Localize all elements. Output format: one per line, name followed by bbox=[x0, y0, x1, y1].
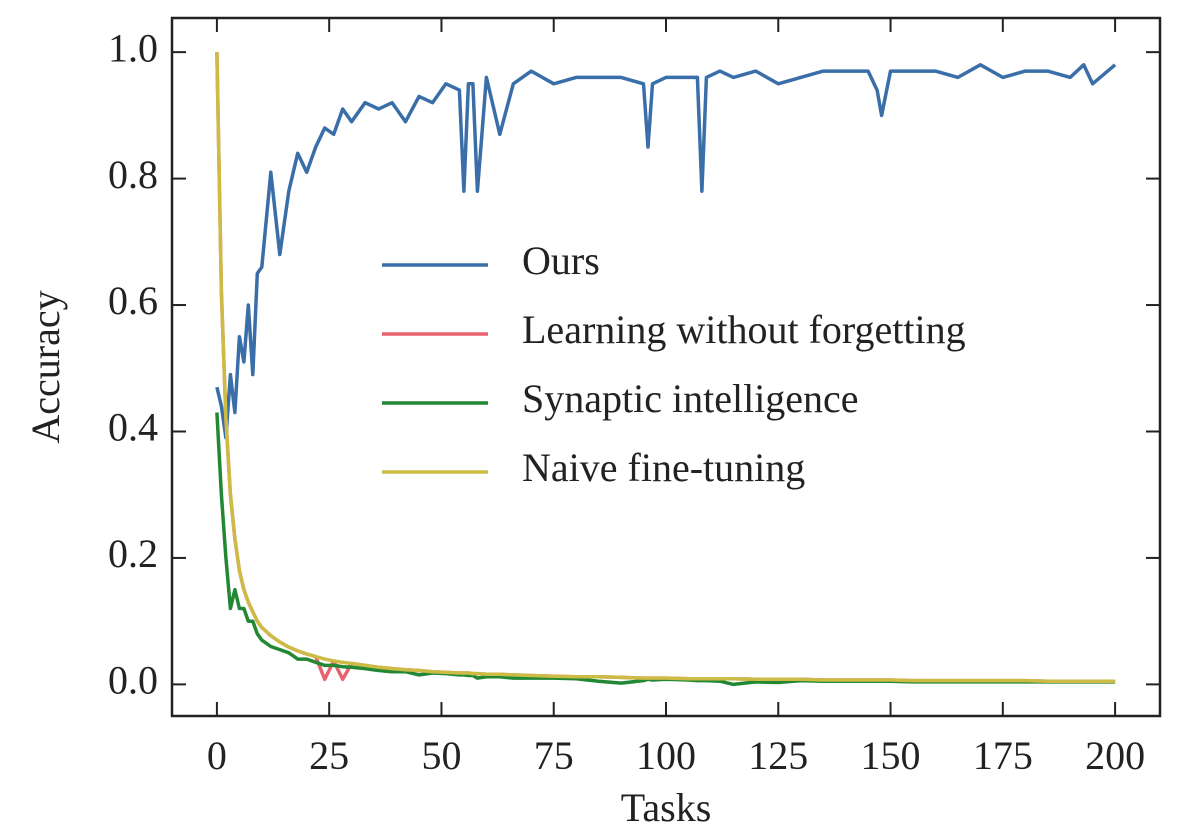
x-tick-label: 100 bbox=[636, 733, 696, 778]
y-tick-label: 0.8 bbox=[108, 152, 158, 197]
plot-frame bbox=[170, 16, 1162, 718]
y-tick-label: 1.0 bbox=[108, 25, 158, 70]
x-tick-label: 75 bbox=[534, 733, 574, 778]
legend-label: Ours bbox=[522, 238, 600, 283]
series-line bbox=[215, 63, 1117, 440]
legend-label: Naive fine-tuning bbox=[522, 445, 805, 490]
x-tick-label: 125 bbox=[748, 733, 808, 778]
series-line bbox=[215, 52, 1116, 683]
y-tick-label: 0.4 bbox=[108, 405, 158, 450]
x-tick-label: 25 bbox=[309, 733, 349, 778]
legend-label: Learning without forgetting bbox=[522, 307, 966, 352]
series-line bbox=[215, 52, 1116, 683]
y-tick-label: 0.6 bbox=[108, 278, 158, 323]
x-tick-label: 150 bbox=[861, 733, 921, 778]
x-axis-label: Tasks bbox=[621, 785, 712, 830]
legend-label: Synaptic intelligence bbox=[522, 376, 859, 421]
y-tick-label: 0.0 bbox=[108, 658, 158, 703]
x-tick-label: 50 bbox=[421, 733, 461, 778]
x-tick-label: 0 bbox=[207, 733, 227, 778]
x-tick-label: 175 bbox=[973, 733, 1033, 778]
x-tick-label: 200 bbox=[1085, 733, 1145, 778]
y-axis-label: Accuracy bbox=[23, 290, 68, 443]
y-tick-label: 0.2 bbox=[108, 531, 158, 576]
